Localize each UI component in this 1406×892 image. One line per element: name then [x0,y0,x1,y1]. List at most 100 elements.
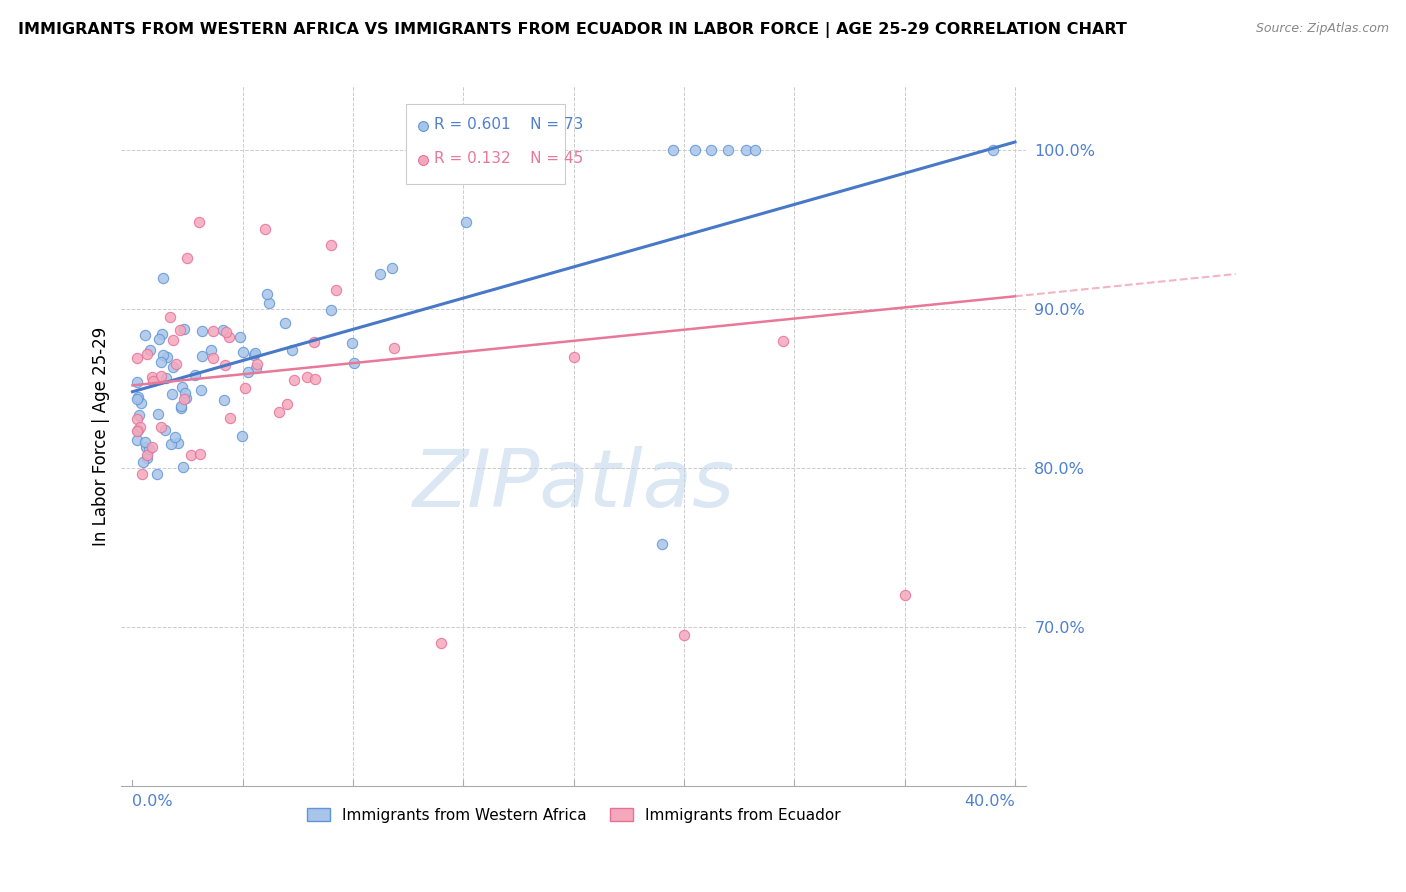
Point [165,357,187,371]
Point [170,401,193,416]
Point [201,351,224,365]
Point [245,346,267,360]
Point [276,397,298,411]
Point [125,351,148,366]
Point [162,387,184,401]
Point [343,356,366,370]
Text: IMMIGRANTS FROM WESTERN AFRICA VS IMMIGRANTS FROM ECUADOR IN LABOR FORCE | AGE 2: IMMIGRANTS FROM WESTERN AFRICA VS IMMIGR… [18,22,1128,38]
Point [125,392,148,407]
Point [136,450,159,465]
Point [176,251,198,265]
Point [231,428,253,442]
Point [153,423,176,437]
Point [662,143,685,157]
Point [218,330,240,344]
Point [321,303,343,318]
Point [162,359,184,374]
Point [297,369,319,384]
Point [149,420,172,434]
Point [141,440,163,454]
Point [302,334,325,349]
Point [215,326,238,340]
Point [856,310,879,324]
Point [135,448,157,462]
Point [342,335,364,350]
Point [155,371,177,385]
Point [281,343,304,357]
Point [125,412,148,426]
Point [562,350,585,364]
Point [131,455,153,469]
Point [141,369,163,384]
Point [673,628,696,642]
Point [150,369,173,384]
FancyBboxPatch shape [406,103,565,185]
Point [212,392,235,407]
Point [173,385,195,400]
Point [245,357,267,371]
Point [125,375,148,389]
Point [184,368,207,382]
Point [981,143,1004,157]
Point [381,261,404,276]
Point [253,222,276,236]
Point [304,372,326,386]
Text: ZIPatlas: ZIPatlas [413,446,735,524]
Point [172,460,194,475]
Point [165,430,187,444]
Point [125,425,148,439]
Point [129,396,152,410]
Point [136,347,159,361]
Point [145,467,167,482]
Point [174,391,197,405]
Point [245,361,267,376]
Point [267,405,290,419]
Point [229,329,252,343]
Point [169,323,191,337]
Point [259,296,281,310]
Text: 0.0%: 0.0% [132,794,173,809]
Point [173,392,195,406]
Point [233,381,256,395]
Point [135,440,157,454]
Point [717,143,740,157]
Point [256,287,278,301]
Legend: Immigrants from Western Africa, Immigrants from Ecuador: Immigrants from Western Africa, Immigran… [301,802,846,829]
Point [138,343,160,357]
Point [128,420,150,434]
Text: R = 0.132    N = 45: R = 0.132 N = 45 [433,151,582,166]
Point [454,214,477,228]
Text: R = 0.601    N = 73: R = 0.601 N = 73 [433,118,583,132]
Point [170,399,193,413]
Point [699,143,721,157]
Point [772,334,794,348]
Point [219,411,242,425]
Point [214,358,236,372]
Point [128,408,150,422]
Point [683,143,706,157]
Point [159,310,181,324]
Point [893,588,915,602]
Point [149,355,172,369]
Point [148,407,170,421]
Point [191,324,214,338]
Point [134,328,156,343]
Point [134,435,156,450]
Text: Source: ZipAtlas.com: Source: ZipAtlas.com [1256,22,1389,36]
Point [430,636,453,650]
Point [127,390,149,404]
Point [142,374,165,388]
Point [651,537,673,551]
Point [160,437,183,451]
Point [188,447,211,461]
Point [370,267,392,281]
Point [200,343,222,357]
Point [156,350,179,364]
Point [152,347,174,361]
Point [150,327,173,342]
Point [172,380,194,394]
Point [148,332,170,346]
Point [283,374,305,388]
Y-axis label: In Labor Force | Age 25-29: In Labor Force | Age 25-29 [93,326,110,546]
Point [187,214,209,228]
